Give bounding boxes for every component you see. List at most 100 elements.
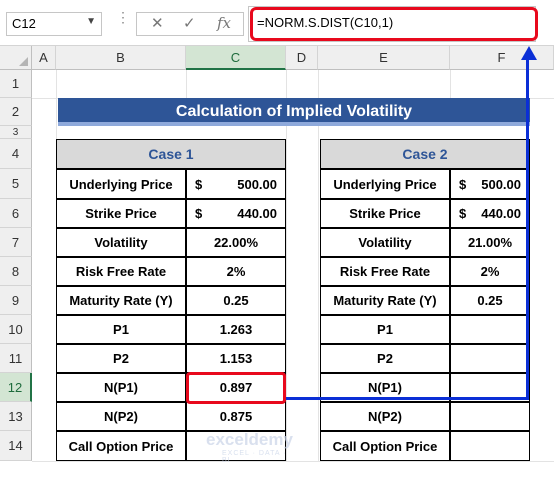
case2-header[interactable]: Case 2 bbox=[320, 139, 530, 169]
case2-value-cell[interactable]: 0.25 bbox=[450, 286, 530, 315]
cell-value: 440.00 bbox=[237, 206, 277, 221]
case2-label-cell[interactable]: Risk Free Rate bbox=[320, 257, 450, 286]
insert-function-icon[interactable]: fx bbox=[217, 14, 232, 32]
case2-value-cell[interactable] bbox=[450, 344, 530, 373]
row-header-12[interactable]: 12 bbox=[0, 373, 32, 402]
case1-value-cell[interactable]: 22.00% bbox=[186, 228, 286, 257]
case2-value-cell[interactable] bbox=[450, 402, 530, 431]
case1-value-cell[interactable]: $500.00 bbox=[186, 169, 286, 199]
case1-header[interactable]: Case 1 bbox=[56, 139, 286, 169]
cell-value: 1.263 bbox=[219, 322, 253, 337]
cell-value: 500.00 bbox=[237, 176, 277, 192]
row-header-2[interactable]: 2 bbox=[0, 98, 32, 126]
watermark-brand: exceldemy bbox=[206, 430, 293, 449]
watermark-logo: exceldemy EXCEL · DATA · BI bbox=[206, 430, 293, 464]
row-header-13[interactable]: 13 bbox=[0, 402, 32, 431]
gridline bbox=[318, 70, 319, 461]
case2-label-cell[interactable]: Maturity Rate (Y) bbox=[320, 286, 450, 315]
column-header-c[interactable]: C bbox=[186, 46, 286, 70]
currency-symbol: $ bbox=[459, 176, 467, 192]
watermark-tagline: EXCEL · DATA · BI bbox=[222, 450, 287, 464]
column-header-b[interactable]: B bbox=[56, 46, 186, 70]
case2-value-cell[interactable] bbox=[450, 431, 530, 461]
cell-value: 500.00 bbox=[481, 176, 521, 192]
currency-symbol: $ bbox=[459, 206, 467, 221]
case1-label-cell[interactable]: Strike Price bbox=[56, 199, 186, 228]
case2-label-cell[interactable]: P1 bbox=[320, 315, 450, 344]
more-options-icon[interactable]: ⋮ bbox=[116, 9, 130, 25]
case2-label-cell[interactable]: Underlying Price bbox=[320, 169, 450, 199]
formula-highlight-box bbox=[250, 7, 538, 41]
row-header-6[interactable]: 6 bbox=[0, 199, 32, 228]
column-header-d[interactable]: D bbox=[286, 46, 318, 70]
row-header-9[interactable]: 9 bbox=[0, 286, 32, 315]
name-box-value: C12 bbox=[12, 16, 36, 31]
column-header-a[interactable]: A bbox=[32, 46, 56, 70]
row-header-11[interactable]: 11 bbox=[0, 344, 32, 373]
row-header-14[interactable]: 14 bbox=[0, 431, 32, 461]
gridline bbox=[186, 70, 187, 98]
case2-label-cell[interactable]: Call Option Price bbox=[320, 431, 450, 461]
cell-value: 0.875 bbox=[219, 409, 253, 424]
column-header-f[interactable]: F bbox=[450, 46, 554, 70]
case1-label-cell[interactable]: Risk Free Rate bbox=[56, 257, 186, 286]
cancel-icon[interactable]: ✕ bbox=[151, 15, 164, 32]
case1-value-cell[interactable]: $440.00 bbox=[186, 199, 286, 228]
case1-value-cell[interactable]: 1.153 bbox=[186, 344, 286, 373]
case1-label-cell[interactable]: P2 bbox=[56, 344, 186, 373]
case2-label-cell[interactable]: P2 bbox=[320, 344, 450, 373]
row-header-1[interactable]: 1 bbox=[0, 70, 32, 98]
case1-value-cell[interactable]: 0.25 bbox=[186, 286, 286, 315]
case2-label-cell[interactable]: N(P2) bbox=[320, 402, 450, 431]
case2-value-cell[interactable]: 21.00% bbox=[450, 228, 530, 257]
row-header-10[interactable]: 10 bbox=[0, 315, 32, 344]
connector-line-vertical bbox=[526, 58, 529, 400]
connector-line-horizontal bbox=[286, 397, 528, 400]
case2-value-cell[interactable]: $500.00 bbox=[450, 169, 530, 199]
row-header-4[interactable]: 4 bbox=[0, 139, 32, 169]
case2-label-cell[interactable]: Strike Price bbox=[320, 199, 450, 228]
case1-label-cell[interactable]: Maturity Rate (Y) bbox=[56, 286, 186, 315]
cell-value: 22.00% bbox=[213, 235, 259, 250]
formula-input[interactable]: =NORM.S.DIST(C10,1) bbox=[248, 6, 536, 42]
case1-value-cell[interactable]: 0.875 bbox=[186, 402, 286, 431]
case1-label-cell[interactable]: P1 bbox=[56, 315, 186, 344]
row-header-3[interactable]: 3 bbox=[0, 126, 32, 139]
case1-label-cell[interactable]: N(P2) bbox=[56, 402, 186, 431]
cell-value: 440.00 bbox=[481, 206, 521, 221]
cell-value: 0.897 bbox=[219, 380, 253, 395]
enter-icon[interactable]: ✓ bbox=[183, 15, 196, 32]
case1-label-cell[interactable]: N(P1) bbox=[56, 373, 186, 402]
arrow-head-icon bbox=[521, 46, 537, 60]
case2-value-cell[interactable]: $440.00 bbox=[450, 199, 530, 228]
name-box[interactable]: C12 ▼ bbox=[6, 12, 102, 36]
cell-value: 1.153 bbox=[219, 351, 253, 366]
row-header-7[interactable]: 7 bbox=[0, 228, 32, 257]
case2-value-cell[interactable] bbox=[450, 315, 530, 344]
case1-label-cell[interactable]: Underlying Price bbox=[56, 169, 186, 199]
cell-value: 0.25 bbox=[223, 293, 249, 308]
currency-symbol: $ bbox=[195, 176, 203, 192]
cell-value: 0.25 bbox=[477, 293, 503, 308]
case1-value-cell[interactable]: 1.263 bbox=[186, 315, 286, 344]
case1-value-cell[interactable]: 2% bbox=[186, 257, 286, 286]
cell-value: 2% bbox=[480, 264, 500, 279]
case2-value-cell[interactable]: 2% bbox=[450, 257, 530, 286]
cell-value: 2% bbox=[226, 264, 246, 279]
row-header-8[interactable]: 8 bbox=[0, 257, 32, 286]
column-header-e[interactable]: E bbox=[318, 46, 450, 70]
case1-label-cell[interactable]: Call Option Price bbox=[56, 431, 186, 461]
formula-controls: ✕ ✓ fx bbox=[136, 12, 244, 36]
case1-label-cell[interactable]: Volatility bbox=[56, 228, 186, 257]
case1-value-cell[interactable]: 0.897 bbox=[186, 373, 286, 402]
selected-cell-highlight bbox=[186, 372, 286, 404]
page-title: Calculation of Implied Volatility bbox=[58, 98, 530, 126]
chevron-down-icon[interactable]: ▼ bbox=[86, 16, 96, 27]
select-all-button[interactable] bbox=[0, 46, 32, 70]
gridline bbox=[286, 70, 287, 461]
currency-symbol: $ bbox=[195, 206, 203, 221]
gridline bbox=[32, 461, 554, 462]
case2-label-cell[interactable]: Volatility bbox=[320, 228, 450, 257]
row-header-5[interactable]: 5 bbox=[0, 169, 32, 199]
case1-value-cell[interactable] bbox=[186, 431, 286, 461]
